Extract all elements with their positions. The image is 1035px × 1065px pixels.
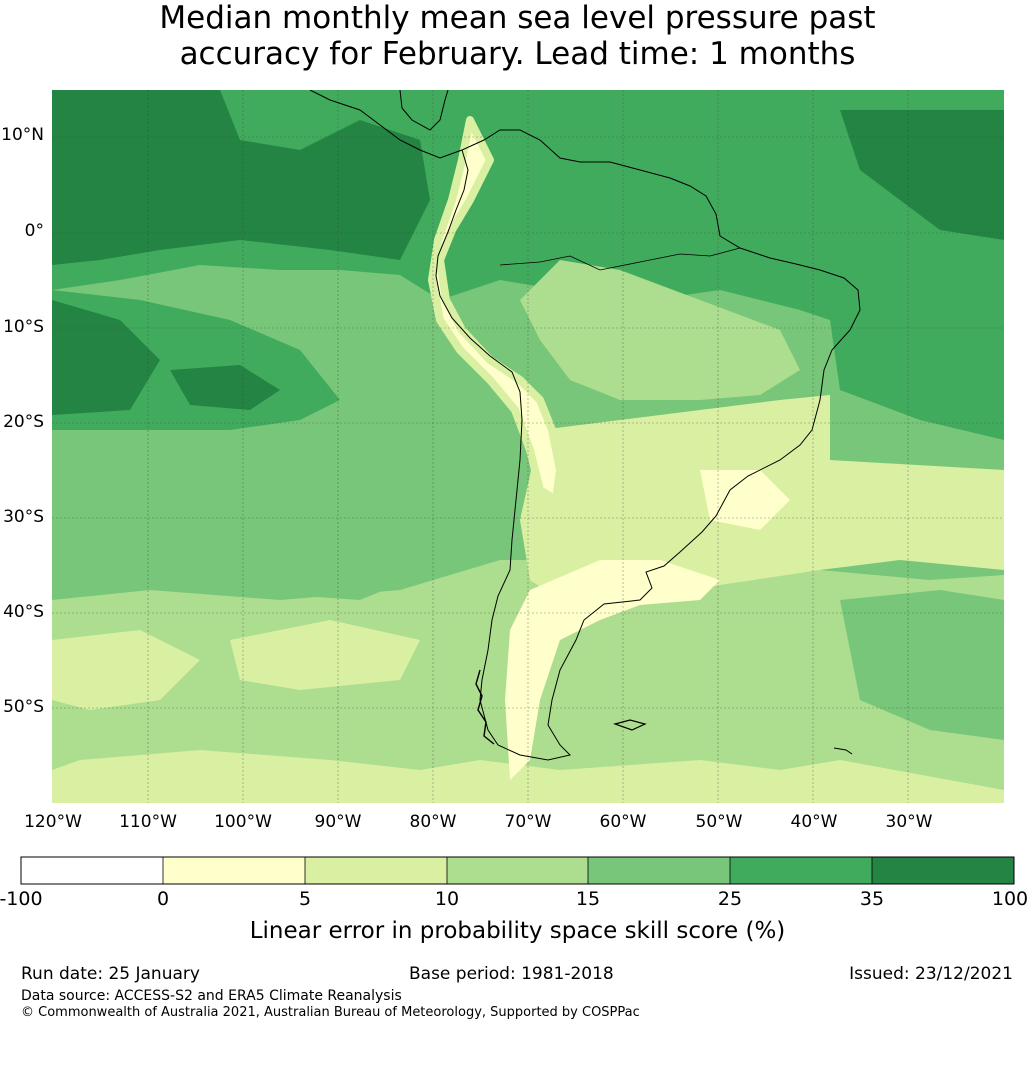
colorbar-segment-4 — [447, 857, 588, 884]
colorbar-label: Linear error in probability space skill … — [249, 918, 786, 944]
ocean-region-sw-lower — [52, 630, 200, 710]
lon-label-60w: 60°W — [599, 812, 647, 832]
skill-score-map — [20, 90, 1015, 885]
lat-label-40s: 40°S — [3, 602, 44, 622]
lat-label-20s: 20°S — [3, 412, 44, 432]
base-period: Base period: 1981-2018 — [409, 964, 614, 984]
lat-label-10s: 10°S — [3, 317, 44, 337]
colorbar-segment-7 — [872, 857, 1014, 884]
land-region-lowest-2 — [700, 470, 790, 530]
colorbar-segment-1 — [21, 857, 163, 884]
lon-label-120w: 120°W — [24, 812, 82, 832]
map-gridlines — [52, 90, 1004, 803]
ocean-region-darkest-sw — [170, 365, 280, 410]
lon-label-90w: 90°W — [314, 812, 362, 832]
coastline-falklands — [612, 719, 647, 731]
title-line-1: Median monthly mean sea level pressure p… — [159, 0, 876, 36]
lon-label-30w: 30°W — [885, 812, 933, 832]
colorbar-tick-5: 5 — [298, 888, 312, 910]
colorbar — [20, 856, 1015, 885]
issued-date: Issued: 23/12/2021 — [849, 964, 1013, 984]
colorbar-segment-6 — [730, 857, 872, 884]
lon-label-100w: 100°W — [214, 812, 272, 832]
colorbar-tick-35: 35 — [859, 888, 885, 910]
colorbar-tick-10: 10 — [434, 888, 460, 910]
colorbar-tick-15: 15 — [575, 888, 601, 910]
ocean-region-darkest-ne — [840, 110, 1004, 240]
coastline-chile-islands — [475, 669, 495, 745]
colorbar-segment-5 — [588, 857, 730, 884]
ocean-region-darkest-w — [52, 300, 160, 415]
coastline-amazon-river — [499, 247, 741, 271]
lon-label-40w: 40°W — [790, 812, 838, 832]
atlantic-high-east — [820, 260, 1004, 440]
colorbar-tick-25: 25 — [717, 888, 743, 910]
ocean-region-darkest-nw — [52, 90, 430, 265]
title-line-2: accuracy for February. Lead time: 1 mont… — [179, 36, 856, 72]
lon-label-110w: 110°W — [119, 812, 177, 832]
andes-ridge — [428, 116, 564, 504]
lat-label-50s: 50°S — [3, 697, 44, 717]
colorbar-tick-100: 100 — [991, 888, 1029, 910]
coastline-south-america — [435, 129, 861, 761]
lat-label-0: 0° — [24, 221, 44, 241]
colorbar-outline — [20, 856, 1015, 885]
run-date: Run date: 25 January — [21, 964, 200, 984]
coastline-central-america — [309, 90, 463, 159]
lon-label-70w: 70°W — [504, 812, 552, 832]
colorbar-tick-minus100: -100 — [0, 888, 43, 910]
colorbar-tick-0: 0 — [156, 888, 170, 910]
ocean-region-se-higher — [840, 590, 1004, 740]
copyright: © Commonwealth of Australia 2021, Austra… — [21, 1005, 640, 1020]
lat-label-10n: 10°N — [1, 125, 44, 145]
ocean-region-sw-lower-2 — [230, 620, 420, 690]
land-region-central — [520, 260, 800, 400]
chart-title: Median monthly mean sea level pressure p… — [0, 0, 1035, 72]
data-source: Data source: ACCESS-S2 and ERA5 Climate … — [21, 988, 402, 1004]
ocean-region-s-lower — [52, 750, 1004, 803]
land-region-lowest — [505, 560, 720, 780]
lon-label-80w: 80°W — [409, 812, 457, 832]
coastline-south-georgia — [833, 747, 853, 755]
colorbar-segment-3 — [305, 857, 447, 884]
ocean-region-w-higher — [280, 555, 420, 600]
lat-label-30s: 30°S — [3, 507, 44, 527]
lon-label-50w: 50°W — [695, 812, 743, 832]
colorbar-segment-2 — [163, 857, 305, 884]
